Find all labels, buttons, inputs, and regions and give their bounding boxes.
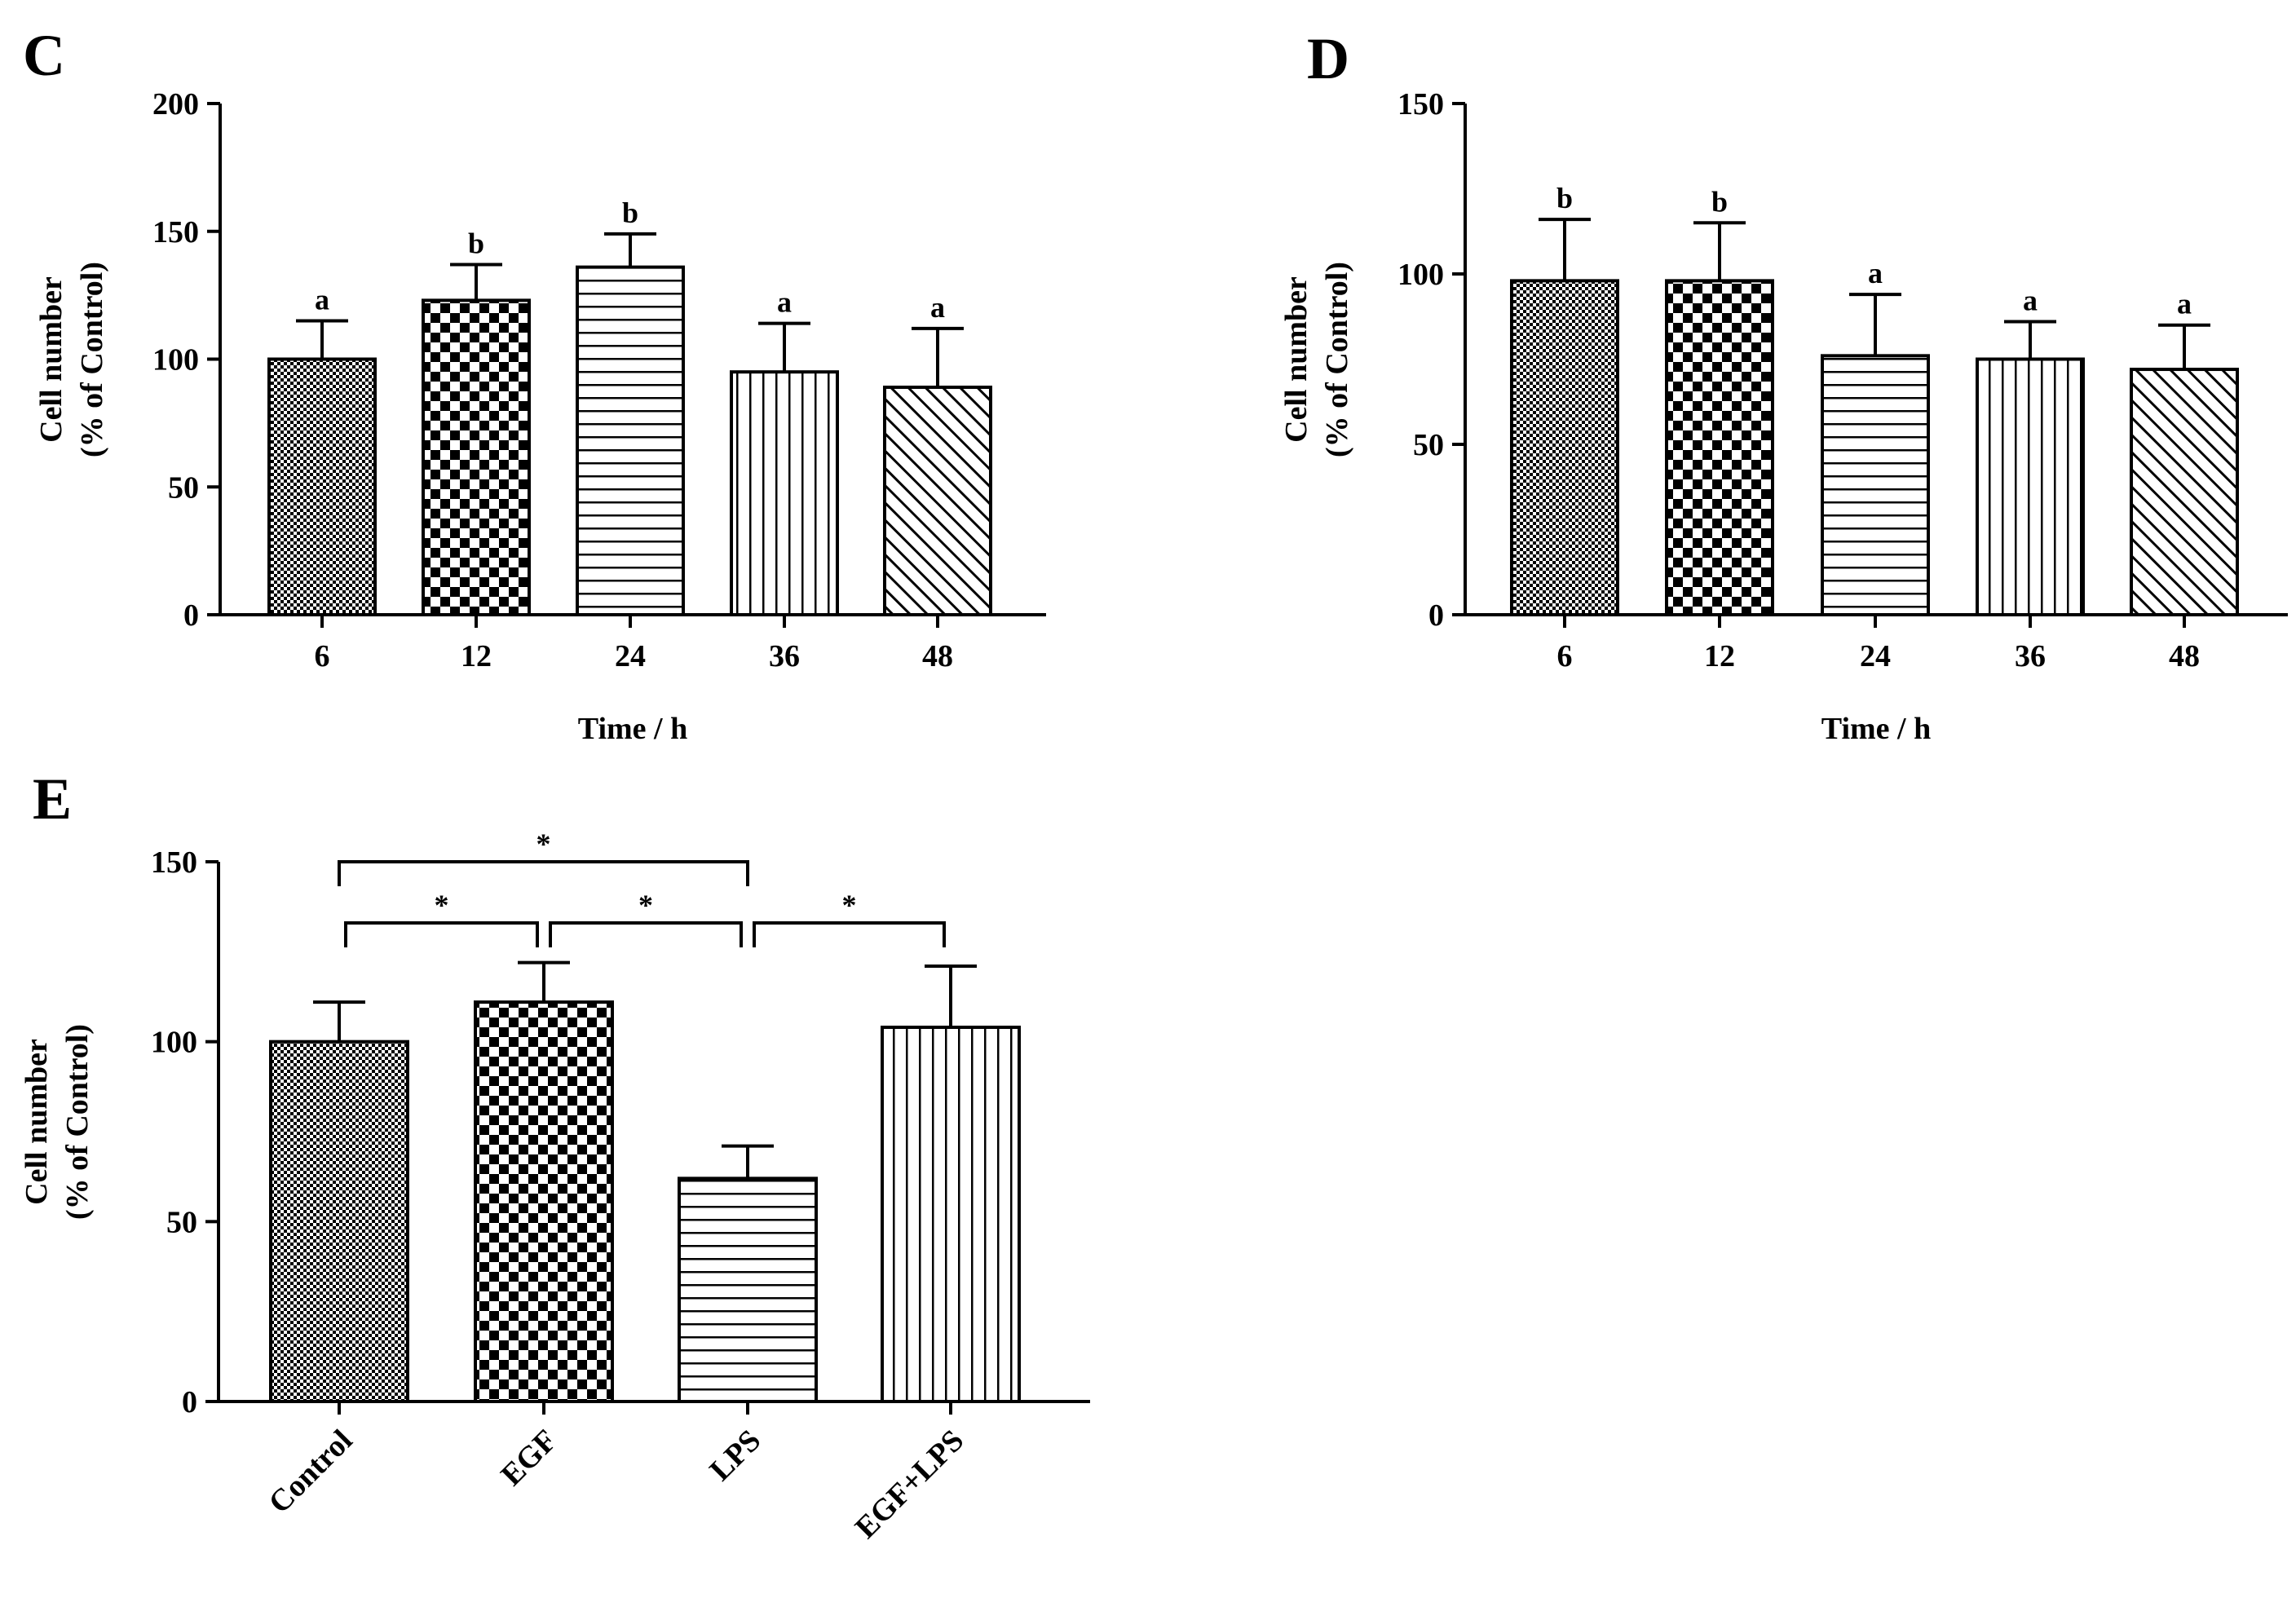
panel-c: C a b b a a 0 50 100 150 200 6 12 24 36 48 Cell numb… <box>23 23 1046 746</box>
panel-e-y-tick-label: 0 <box>182 1385 197 1419</box>
panel-e-ylabel-line2: (% of Control) <box>60 1024 95 1220</box>
significance-bracket <box>549 921 743 948</box>
panel-c-x-tick-label: 36 <box>769 639 800 673</box>
significance-star: * <box>638 889 653 921</box>
panel-d-y-tick-label: 0 <box>1428 598 1444 633</box>
panel-d-sig-letter: b <box>1711 185 1728 218</box>
panel-letter-e: E <box>33 766 72 832</box>
panel-c-x-tick-label: 24 <box>615 639 646 673</box>
panel-d-x-tick-label: 6 <box>1557 639 1573 673</box>
panel-e-x-tick-label: LPS <box>703 1424 767 1488</box>
panel-e-x-ticks: Control EGF LPS EGF+LPS <box>263 1402 971 1546</box>
panel-c-sig-letter: a <box>930 291 945 324</box>
panel-c-y-ticks: 0 50 100 150 200 <box>152 87 220 633</box>
panel-e-bar <box>678 1176 818 1403</box>
panel-c-ylabel-line2: (% of Control) <box>75 262 109 457</box>
panel-e-x-tick-label: EGF+LPS <box>849 1424 971 1546</box>
panel-d-x-ticks: 6 12 24 36 48 <box>1557 615 2200 673</box>
panel-d-bar <box>1665 279 1774 616</box>
panel-d-y-ticks: 0 50 100 150 <box>1397 87 1465 633</box>
panel-c-ylabel-line1: Cell number <box>34 276 68 443</box>
panel-e-y-tick-label: 50 <box>166 1205 197 1239</box>
panel-e-bar <box>881 1026 1021 1403</box>
panel-c-bar <box>422 298 531 616</box>
panel-d-bar <box>1821 354 1930 616</box>
significance-star: * <box>536 828 551 860</box>
significance-star: * <box>842 889 857 921</box>
panel-d-sig-letter: a <box>2177 288 2192 320</box>
panel-d-bar <box>1510 279 1619 616</box>
panel-d-bar <box>2130 368 2239 616</box>
panel-e-y-ticks: 0 50 100 150 <box>151 845 219 1419</box>
panel-d-y-tick-label: 100 <box>1397 258 1444 292</box>
panel-c-sig-letter: b <box>468 227 484 260</box>
panel-e: E * * * * 0 50 100 150 Control EGF LPS EGF+LPS Ce… <box>20 766 1090 1545</box>
panel-d-bars: b b a a a <box>1510 182 2239 616</box>
panel-d-x-tick-label: 24 <box>1860 639 1891 673</box>
panel-d-bar <box>1976 357 2085 616</box>
panel-c-sig-letter: b <box>622 196 638 229</box>
panel-c-y-tick-label: 100 <box>152 343 199 377</box>
panel-e-x-tick-label: EGF <box>494 1424 563 1493</box>
panel-d-x-tick-label: 36 <box>2015 639 2046 673</box>
panel-d-ylabel-line1: Cell number <box>1279 276 1314 443</box>
panel-d-y-tick-label: 150 <box>1397 87 1444 121</box>
panel-e-bars <box>269 960 1021 1403</box>
panel-c-bar <box>576 265 685 616</box>
panel-d-x-tick-label: 48 <box>2169 639 2200 673</box>
panel-d-ylabel-line2: (% of Control) <box>1320 262 1354 457</box>
significance-star: * <box>435 889 449 921</box>
panel-e-bar <box>474 1000 614 1403</box>
panel-c-x-tick-label: 12 <box>461 639 492 673</box>
panel-c-y-tick-label: 0 <box>183 598 199 633</box>
panel-d-x-tick-label: 12 <box>1704 639 1735 673</box>
panel-c-y-tick-label: 50 <box>168 470 199 505</box>
panel-c-y-tick-label: 150 <box>152 215 199 249</box>
panel-d-y-tick-label: 50 <box>1413 428 1444 462</box>
panel-d-sig-letter: b <box>1556 182 1573 214</box>
panel-d-sig-letter: a <box>2023 285 2038 317</box>
panel-c-bars: a b b a a <box>267 196 992 616</box>
panel-c-sig-letter: a <box>777 286 792 319</box>
panel-c-bar <box>883 385 992 616</box>
panel-c-y-tick-label: 200 <box>152 87 199 121</box>
panel-d-xlabel: Time / h <box>1821 712 1931 746</box>
panel-e-ylabel-line1: Cell number <box>20 1039 54 1205</box>
panel-letter-c: C <box>23 23 65 88</box>
significance-bracket <box>344 921 539 948</box>
panel-c-x-tick-label: 6 <box>315 639 330 673</box>
panel-c-x-ticks: 6 12 24 36 48 <box>315 615 953 673</box>
panel-e-bar <box>269 1040 409 1403</box>
panel-c-bar <box>730 370 839 616</box>
panel-c-x-tick-label: 48 <box>922 639 953 673</box>
significance-bracket <box>338 860 749 886</box>
panel-c-xlabel: Time / h <box>578 712 687 746</box>
significance-bracket <box>753 921 946 948</box>
panel-c-sig-letter: a <box>315 283 329 316</box>
panel-c-bar <box>267 357 377 616</box>
panel-e-significance-brackets: * * * * <box>338 828 946 948</box>
panel-d-sig-letter: a <box>1868 257 1883 289</box>
panel-e-y-tick-label: 150 <box>151 845 197 880</box>
panel-e-x-tick-label: Control <box>263 1424 360 1521</box>
panel-e-y-tick-label: 100 <box>151 1026 197 1060</box>
panel-letter-d: D <box>1307 26 1349 91</box>
